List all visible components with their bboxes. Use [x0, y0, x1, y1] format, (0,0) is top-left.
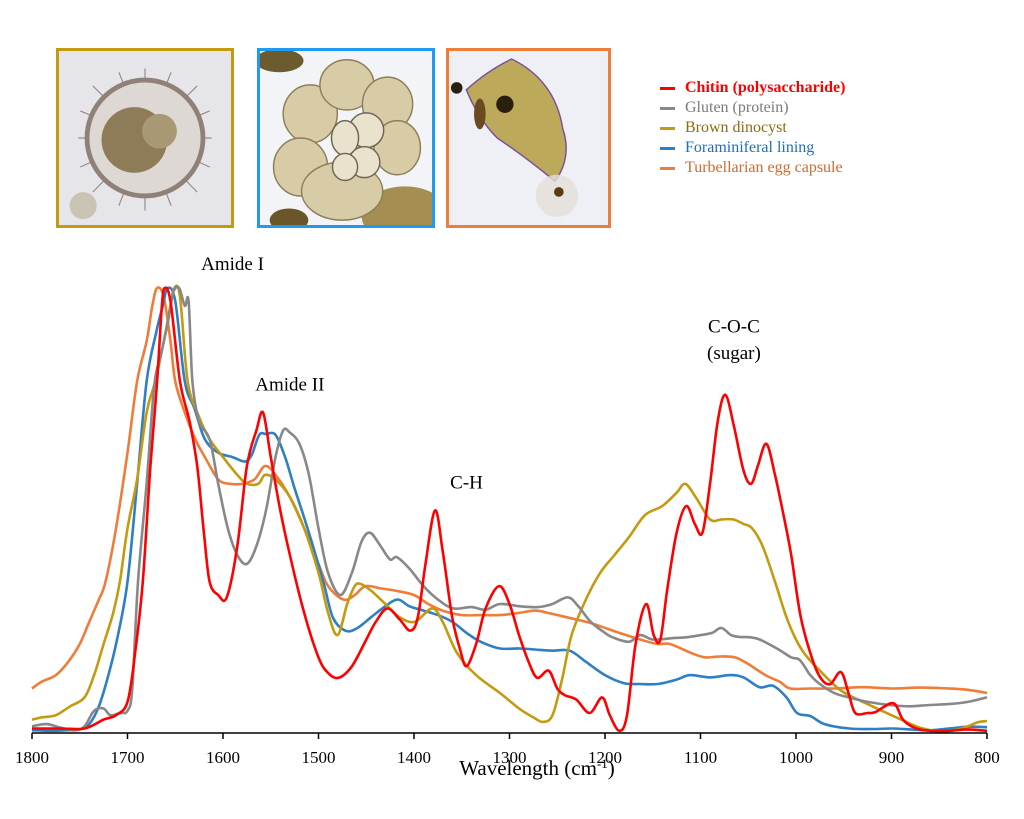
series-line-foraminiferal-lining	[31, 286, 988, 733]
peak-annotation: Amide I	[201, 254, 264, 275]
legend-swatch	[660, 146, 675, 150]
x-tick-label: 1500	[302, 748, 336, 767]
peak-annotation: C-O-C	[708, 317, 760, 338]
legend-item: Gluten (protein)	[660, 98, 845, 118]
legend-label: Turbellarian egg capsule	[685, 159, 843, 176]
x-tick-label: 1600	[206, 748, 240, 767]
legend-item: Foraminiferal lining	[660, 138, 845, 158]
x-tick-label: 1100	[684, 748, 717, 767]
x-tick-label: 900	[879, 748, 905, 767]
legend-label: Chitin (polysaccharide)	[685, 79, 846, 96]
egg-capsule-image	[449, 51, 608, 225]
x-tick-label: 1400	[397, 748, 431, 767]
foraminiferal-lining-micrograph	[257, 48, 435, 228]
legend-label: Foraminiferal lining	[685, 139, 815, 156]
brown-dinocyst-micrograph	[56, 48, 234, 228]
legend-label: Gluten (protein)	[685, 99, 789, 116]
legend-swatch	[660, 106, 675, 110]
x-tick-label: 1000	[779, 748, 813, 767]
legend-label: Brown dinocyst	[685, 119, 787, 136]
x-tick-label: 1200	[588, 748, 622, 767]
series-line-chitin-polysaccharide	[31, 286, 988, 733]
legend-item: Chitin (polysaccharide)	[660, 78, 845, 98]
turbellarian-egg-capsule-micrograph	[446, 48, 611, 228]
legend-swatch	[660, 86, 675, 90]
series-line-turbellarian-egg-capsule	[31, 286, 988, 695]
x-tick-label: 800	[974, 748, 1000, 767]
legend-item: Turbellarian egg capsule	[660, 158, 845, 178]
legend-item: Brown dinocyst	[660, 118, 845, 138]
x-tick-label: 1700	[111, 748, 145, 767]
x-tick-label: 1300	[493, 748, 527, 767]
x-ticks: 1800 1700 1600 1500 1400 1300 1200 1100 1000 900 8…	[15, 733, 1000, 767]
x-axis-label: Wavelength (cm-1)	[459, 756, 615, 781]
chart-legend: Chitin (polysaccharide) Gluten (protein) B…	[660, 78, 845, 178]
peak-annotation: (sugar)	[707, 343, 761, 364]
peak-annotation: Amide II	[255, 374, 324, 395]
peak-annotations: Amide I Amide II C-H C-O-C (sugar)	[201, 254, 761, 493]
dinocyst-image	[59, 51, 231, 225]
series-layer	[31, 284, 988, 733]
series-line-gluten-protein	[31, 285, 988, 732]
x-tick-label: 1800	[15, 748, 49, 767]
legend-swatch	[660, 126, 675, 130]
peak-annotation: C-H	[450, 472, 483, 493]
foraminiferal-image	[260, 51, 432, 225]
legend-swatch	[660, 166, 675, 170]
